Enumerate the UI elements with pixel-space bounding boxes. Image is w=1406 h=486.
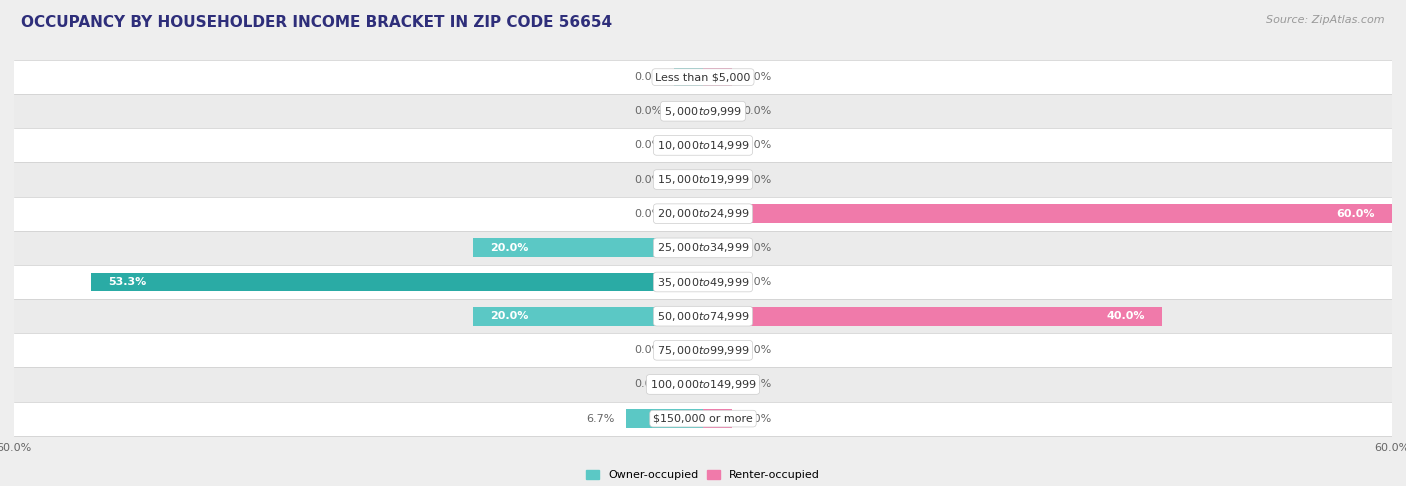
Text: 0.0%: 0.0% — [634, 140, 662, 150]
Bar — [675, 170, 703, 189]
Text: 0.0%: 0.0% — [634, 208, 662, 219]
Bar — [14, 162, 1392, 197]
Text: 60.0%: 60.0% — [1336, 208, 1375, 219]
Text: OCCUPANCY BY HOUSEHOLDER INCOME BRACKET IN ZIP CODE 56654: OCCUPANCY BY HOUSEHOLDER INCOME BRACKET … — [21, 15, 612, 30]
Bar — [91, 273, 703, 292]
Text: $50,000 to $74,999: $50,000 to $74,999 — [657, 310, 749, 323]
Text: 0.0%: 0.0% — [744, 277, 772, 287]
Bar — [14, 333, 1392, 367]
Text: $150,000 or more: $150,000 or more — [654, 414, 752, 424]
Text: 20.0%: 20.0% — [491, 311, 529, 321]
Bar — [14, 299, 1392, 333]
Text: 0.0%: 0.0% — [634, 72, 662, 82]
Text: $20,000 to $24,999: $20,000 to $24,999 — [657, 207, 749, 220]
Text: 0.0%: 0.0% — [744, 380, 772, 389]
Bar — [703, 239, 731, 257]
Text: $75,000 to $99,999: $75,000 to $99,999 — [657, 344, 749, 357]
Text: 0.0%: 0.0% — [744, 346, 772, 355]
Text: Less than $5,000: Less than $5,000 — [655, 72, 751, 82]
Bar — [703, 307, 1163, 326]
Bar — [14, 401, 1392, 435]
Bar — [703, 341, 731, 360]
Bar — [675, 102, 703, 121]
Bar — [626, 409, 703, 428]
Bar — [675, 375, 703, 394]
Bar — [14, 60, 1392, 94]
Legend: Owner-occupied, Renter-occupied: Owner-occupied, Renter-occupied — [581, 466, 825, 485]
Bar — [675, 341, 703, 360]
Text: 0.0%: 0.0% — [634, 106, 662, 116]
Text: 0.0%: 0.0% — [744, 140, 772, 150]
Text: Source: ZipAtlas.com: Source: ZipAtlas.com — [1267, 15, 1385, 25]
Bar — [675, 204, 703, 223]
Bar — [14, 197, 1392, 231]
Text: 0.0%: 0.0% — [744, 72, 772, 82]
Bar — [703, 170, 731, 189]
Text: 6.7%: 6.7% — [586, 414, 614, 424]
Bar — [474, 239, 703, 257]
Bar — [14, 231, 1392, 265]
Bar — [703, 102, 731, 121]
Text: $25,000 to $34,999: $25,000 to $34,999 — [657, 242, 749, 254]
Bar — [14, 94, 1392, 128]
Text: $10,000 to $14,999: $10,000 to $14,999 — [657, 139, 749, 152]
Text: 0.0%: 0.0% — [744, 106, 772, 116]
Text: 0.0%: 0.0% — [634, 346, 662, 355]
Bar — [703, 409, 731, 428]
Bar — [703, 68, 731, 87]
Text: 0.0%: 0.0% — [744, 243, 772, 253]
Bar — [14, 128, 1392, 162]
Bar — [675, 136, 703, 155]
Bar — [474, 307, 703, 326]
Bar — [703, 136, 731, 155]
Text: 20.0%: 20.0% — [491, 243, 529, 253]
Text: 0.0%: 0.0% — [634, 380, 662, 389]
Text: $100,000 to $149,999: $100,000 to $149,999 — [650, 378, 756, 391]
Text: 0.0%: 0.0% — [744, 414, 772, 424]
Bar — [14, 367, 1392, 401]
Text: $5,000 to $9,999: $5,000 to $9,999 — [664, 105, 742, 118]
Text: 40.0%: 40.0% — [1107, 311, 1144, 321]
Bar — [14, 265, 1392, 299]
Bar — [703, 273, 731, 292]
Text: $35,000 to $49,999: $35,000 to $49,999 — [657, 276, 749, 289]
Bar — [675, 68, 703, 87]
Text: 0.0%: 0.0% — [744, 174, 772, 185]
Text: $15,000 to $19,999: $15,000 to $19,999 — [657, 173, 749, 186]
Bar — [703, 375, 731, 394]
Text: 0.0%: 0.0% — [634, 174, 662, 185]
Text: 53.3%: 53.3% — [108, 277, 146, 287]
Bar — [703, 204, 1392, 223]
